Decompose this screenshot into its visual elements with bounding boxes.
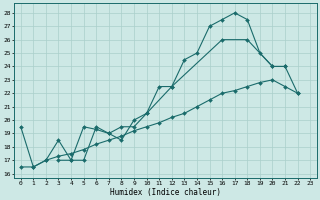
X-axis label: Humidex (Indice chaleur): Humidex (Indice chaleur) — [110, 188, 221, 197]
